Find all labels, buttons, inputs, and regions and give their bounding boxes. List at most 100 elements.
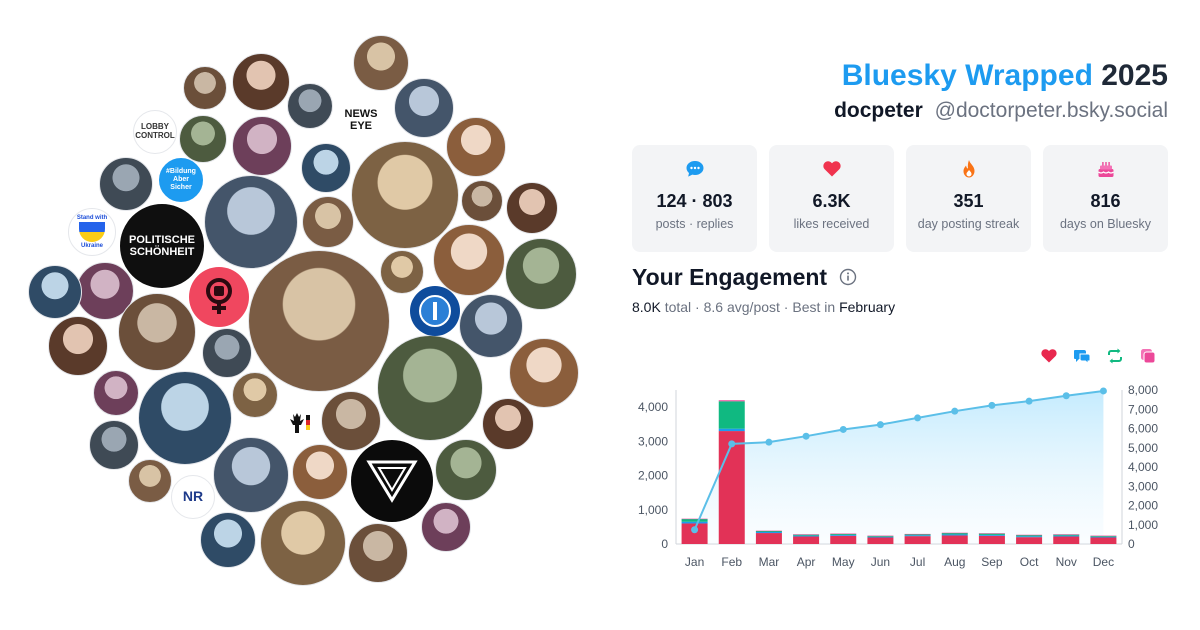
avatar[interactable] xyxy=(301,143,351,193)
user-line: docpeter @doctorpeter.bsky.social xyxy=(834,98,1168,124)
broadcast-logo-icon xyxy=(419,295,451,327)
avatar-triangle-logo[interactable] xyxy=(351,440,433,522)
avatar[interactable] xyxy=(202,328,252,378)
avatar-feminist-logo[interactable] xyxy=(189,267,249,327)
bar-quotes xyxy=(904,533,931,535)
avatar[interactable] xyxy=(351,141,459,249)
bar-likes xyxy=(830,535,857,544)
bar-replies xyxy=(867,536,894,538)
avatar[interactable] xyxy=(213,437,289,513)
avatar[interactable] xyxy=(232,116,292,176)
heart-icon xyxy=(1041,349,1057,363)
avatar[interactable] xyxy=(459,294,523,358)
avatar[interactable] xyxy=(380,250,424,294)
stat-card-days: 816 days on Bluesky xyxy=(1043,145,1168,252)
y-tick-right: 8,000 xyxy=(1128,383,1158,397)
avatar[interactable] xyxy=(138,371,232,465)
bar-quotes xyxy=(941,532,968,534)
avatar[interactable] xyxy=(232,372,278,418)
bar-reposts xyxy=(793,534,820,536)
cumulative-point xyxy=(765,438,773,446)
avatar[interactable] xyxy=(394,78,454,138)
username[interactable]: docpeter xyxy=(834,99,923,122)
avatar[interactable] xyxy=(93,370,139,416)
engagement-avg: 8.6 avg/post xyxy=(703,299,780,315)
legend-likes[interactable] xyxy=(1040,347,1058,365)
x-tick-label: May xyxy=(832,555,855,569)
stat-value: 6.3K xyxy=(812,191,851,211)
avatar-politische-schoenheit[interactable]: POLITISCHE SCHÖNHEIT xyxy=(120,204,204,288)
avatar[interactable] xyxy=(179,115,227,163)
avatar-ard-logo[interactable] xyxy=(410,286,460,336)
stat-label: posts · replies xyxy=(655,217,734,231)
avatar-lobby-control[interactable]: LOBBY CONTROL xyxy=(133,110,177,154)
y-tick-right: 5,000 xyxy=(1128,441,1158,455)
avatar[interactable] xyxy=(509,338,579,408)
avatar[interactable] xyxy=(348,523,408,583)
cumulative-point xyxy=(1099,387,1107,395)
bar-replies xyxy=(1090,536,1117,538)
avatar[interactable] xyxy=(435,439,497,501)
avatar-eagle-logo[interactable] xyxy=(277,404,317,444)
cumulative-point xyxy=(1062,392,1070,400)
avatar[interactable] xyxy=(302,196,354,248)
legend-replies[interactable] xyxy=(1073,347,1091,365)
speech-bubble-icon xyxy=(686,161,703,177)
avatar[interactable] xyxy=(482,398,534,450)
avatar[interactable] xyxy=(461,180,503,222)
avatar[interactable] xyxy=(292,444,348,500)
avatar[interactable] xyxy=(99,157,153,211)
y-tick-right: 3,000 xyxy=(1128,479,1158,493)
wrapped-header: Bluesky Wrapped 2025 docpeter @doctorpet… xyxy=(834,58,1168,124)
bar-quotes xyxy=(1090,535,1117,537)
avatar[interactable] xyxy=(248,250,390,392)
bar-likes xyxy=(1053,536,1080,544)
avatar[interactable] xyxy=(28,265,82,319)
avatar[interactable] xyxy=(118,293,196,371)
avatar[interactable] xyxy=(321,391,381,451)
avatar[interactable] xyxy=(48,316,108,376)
avatar[interactable] xyxy=(353,35,409,91)
avatar[interactable] xyxy=(232,53,290,111)
avatar-stand-with-ukraine[interactable]: Stand with Ukraine xyxy=(68,208,116,256)
bar-reposts xyxy=(904,534,931,536)
cumulative-point xyxy=(691,526,699,534)
x-tick-label: Aug xyxy=(944,555,965,569)
bar-reposts xyxy=(830,533,857,535)
avatar-news-eye[interactable]: NEWS EYE xyxy=(339,98,383,142)
avatar[interactable] xyxy=(200,512,256,568)
x-tick-label: Jun xyxy=(871,555,890,569)
bar-reposts xyxy=(755,530,782,533)
avatar[interactable] xyxy=(89,420,139,470)
flame-icon xyxy=(963,160,974,178)
avatar[interactable] xyxy=(183,66,227,110)
reply-icon xyxy=(1074,350,1091,365)
bar-replies xyxy=(793,535,820,537)
avatar[interactable] xyxy=(421,502,471,552)
legend-reposts[interactable] xyxy=(1106,347,1124,365)
x-tick-label: Feb xyxy=(721,555,742,569)
ukraine-flag-icon xyxy=(79,222,105,242)
avatar[interactable] xyxy=(377,335,483,441)
avatar[interactable] xyxy=(433,224,505,296)
info-icon[interactable] xyxy=(839,268,857,286)
avatar[interactable] xyxy=(506,182,558,234)
avatar[interactable] xyxy=(287,83,333,129)
avatar[interactable] xyxy=(260,500,346,586)
avatar[interactable] xyxy=(204,175,298,269)
y-tick-right: 0 xyxy=(1128,537,1135,551)
avatar[interactable] xyxy=(128,459,172,503)
bar-quotes xyxy=(1053,534,1080,535)
y-tick-left: 4,000 xyxy=(638,400,668,414)
cumulative-point xyxy=(1025,397,1033,405)
avatar[interactable] xyxy=(446,117,506,177)
bar-replies xyxy=(830,534,857,536)
user-handle[interactable]: @doctorpeter.bsky.social xyxy=(934,99,1168,122)
legend-quotes[interactable] xyxy=(1139,347,1157,365)
avatar[interactable] xyxy=(505,238,577,310)
avatar-nr[interactable]: NR xyxy=(171,475,215,519)
avatar[interactable] xyxy=(76,262,134,320)
x-tick-label: Jul xyxy=(910,555,925,569)
engagement-title: Your Engagement xyxy=(632,262,857,292)
avatar-bildung-aber-sicher[interactable]: #Bildung Aber Sicher xyxy=(159,158,203,202)
